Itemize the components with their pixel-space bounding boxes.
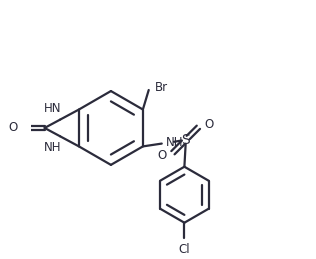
Text: O: O [204, 118, 214, 131]
Text: O: O [9, 121, 18, 134]
Text: O: O [158, 149, 167, 162]
Text: NH: NH [166, 136, 184, 149]
Text: NH: NH [44, 141, 61, 154]
Text: Br: Br [155, 81, 168, 94]
Text: S: S [181, 133, 190, 147]
Text: Cl: Cl [179, 243, 190, 256]
Text: HN: HN [44, 102, 61, 115]
